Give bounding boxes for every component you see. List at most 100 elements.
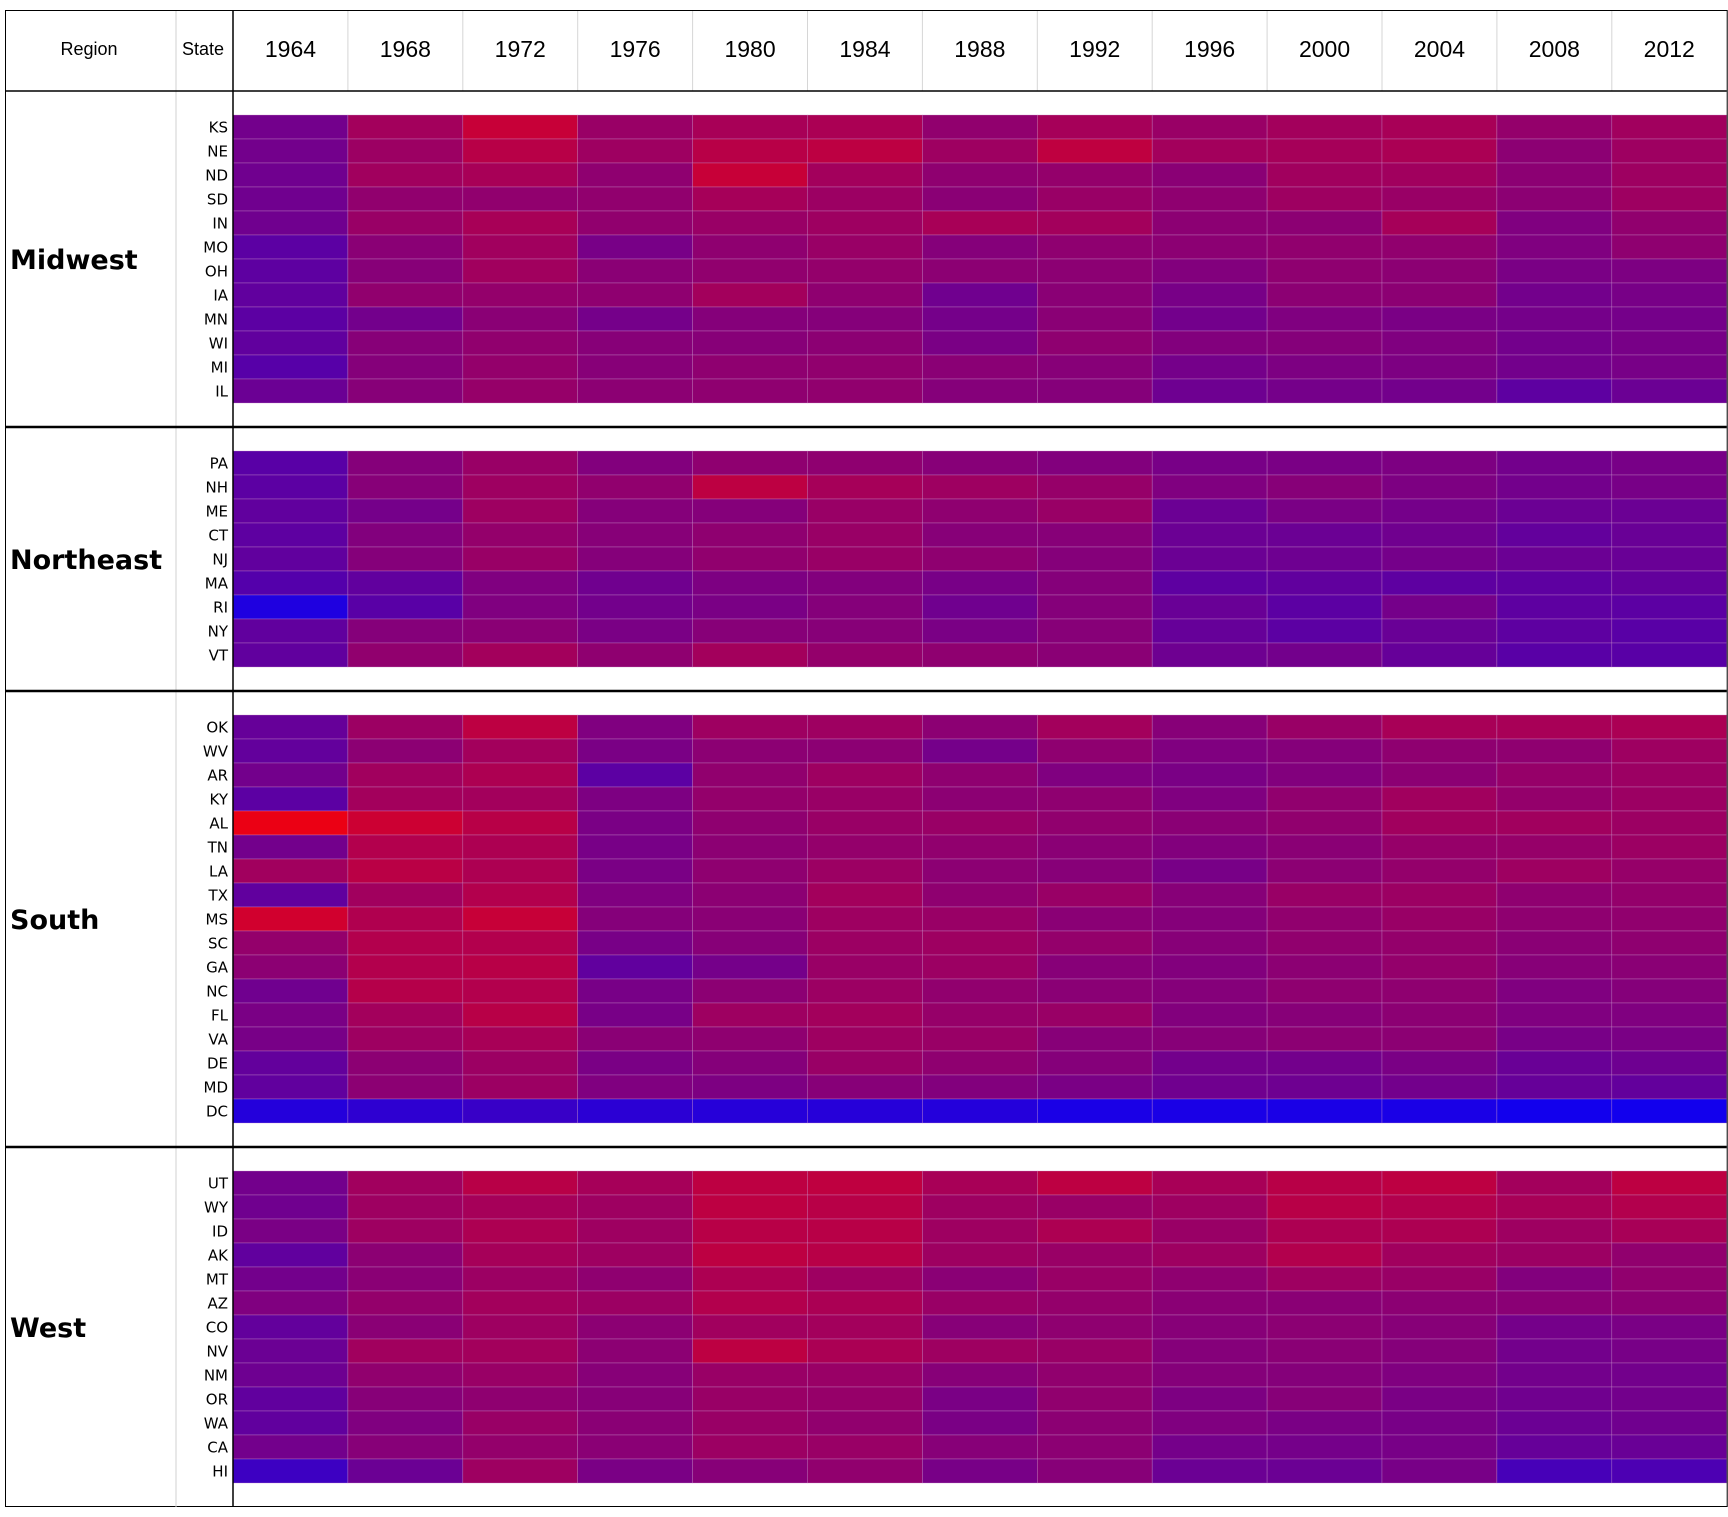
heat-cell-tn-1984	[807, 834, 923, 860]
heat-cell-nd-1996	[1151, 162, 1268, 188]
heat-cell-oh-1972	[462, 258, 578, 284]
heat-cell-nj-1968	[347, 546, 464, 572]
heat-cell-md-1980	[692, 1074, 808, 1100]
heat-cell-me-1984	[807, 498, 923, 524]
heat-cell-sc-2000	[1266, 930, 1383, 956]
heat-cell-ar-1988	[922, 762, 1038, 788]
heat-cell-me-2004	[1381, 498, 1498, 524]
heat-cell-nc-2004	[1381, 978, 1498, 1004]
state-label-il: IL	[215, 383, 228, 401]
heat-cell-or-1992	[1037, 1386, 1153, 1412]
heat-cell-nc-1992	[1037, 978, 1153, 1004]
heat-cell-nm-2008	[1496, 1362, 1613, 1388]
heat-cell-ak-1964	[232, 1242, 349, 1268]
heat-cell-ma-1996	[1151, 570, 1268, 596]
heat-cell-dc-1976	[577, 1098, 693, 1124]
heat-cell-ne-1964	[232, 138, 349, 164]
heat-cell-oh-2012	[1611, 258, 1728, 284]
heat-cell-nd-2000	[1266, 162, 1383, 188]
heat-cell-sc-1972	[462, 930, 578, 956]
heat-cell-de-2008	[1496, 1050, 1613, 1076]
heat-cell-oh-1980	[692, 258, 808, 284]
heat-cell-ga-2012	[1611, 954, 1728, 980]
heat-cell-tn-1996	[1151, 834, 1268, 860]
heat-cell-la-1976	[577, 858, 693, 884]
heat-cell-hi-1984	[807, 1458, 923, 1484]
heat-cell-nm-1976	[577, 1362, 693, 1388]
heat-cell-tn-1976	[577, 834, 693, 860]
heat-cell-va-1976	[577, 1026, 693, 1052]
heat-cell-mo-1968	[347, 234, 464, 260]
heat-cell-nh-1984	[807, 474, 923, 500]
heat-cell-ak-1996	[1151, 1242, 1268, 1268]
heat-cell-de-1984	[807, 1050, 923, 1076]
heat-cell-ne-2004	[1381, 138, 1498, 164]
heat-cell-nm-1984	[807, 1362, 923, 1388]
heat-cell-nj-1996	[1151, 546, 1268, 572]
heat-cell-az-1996	[1151, 1290, 1268, 1316]
state-label-ga: GA	[206, 959, 229, 977]
heat-cell-ga-1980	[692, 954, 808, 980]
heat-cell-mn-1968	[347, 306, 464, 332]
heat-cell-nd-1980	[692, 162, 808, 188]
heat-cell-ok-1976	[577, 714, 693, 740]
heat-cell-wa-2012	[1611, 1410, 1728, 1436]
heat-cell-ar-2000	[1266, 762, 1383, 788]
heat-cell-nc-1964	[232, 978, 349, 1004]
state-label-sc: SC	[208, 935, 228, 953]
state-label-ms: MS	[206, 911, 228, 929]
heat-cell-ct-1992	[1037, 522, 1153, 548]
heat-cell-sd-1980	[692, 186, 808, 212]
year-header-2012: 2012	[1644, 36, 1695, 62]
heat-cell-in-1972	[462, 210, 578, 236]
heat-cell-in-1976	[577, 210, 693, 236]
heat-cell-nj-1988	[922, 546, 1038, 572]
heat-cell-nh-1996	[1151, 474, 1268, 500]
heat-cell-nh-1972	[462, 474, 578, 500]
state-label-nm: NM	[204, 1367, 228, 1385]
heat-cell-nj-1976	[577, 546, 693, 572]
heat-cell-ks-1984	[807, 114, 923, 140]
heat-cell-tn-2012	[1611, 834, 1728, 860]
heat-cell-ma-1964	[232, 570, 349, 596]
heat-cell-ks-2008	[1496, 114, 1613, 140]
heat-cell-nd-1984	[807, 162, 923, 188]
heat-cell-sc-1984	[807, 930, 923, 956]
state-label-dc: DC	[206, 1103, 228, 1121]
heat-cell-ak-2012	[1611, 1242, 1728, 1268]
heat-cell-co-1988	[922, 1314, 1038, 1340]
heat-cell-md-1988	[922, 1074, 1038, 1100]
heat-cell-nv-1968	[347, 1338, 464, 1364]
heat-cell-oh-2004	[1381, 258, 1498, 284]
heat-cell-ny-1980	[692, 618, 808, 644]
heat-cell-or-1988	[922, 1386, 1038, 1412]
heat-cell-ca-2004	[1381, 1434, 1498, 1460]
heat-cell-al-2008	[1496, 810, 1613, 836]
heat-cell-nj-1980	[692, 546, 808, 572]
state-label-in: IN	[212, 215, 228, 233]
heat-cell-wv-1976	[577, 738, 693, 764]
heat-cell-wi-2012	[1611, 330, 1728, 356]
heat-cell-nc-2000	[1266, 978, 1383, 1004]
year-header-1964: 1964	[265, 36, 316, 62]
heat-cell-wy-1980	[692, 1194, 808, 1220]
heat-cell-ut-1968	[347, 1170, 464, 1196]
heat-cell-ny-1996	[1151, 618, 1268, 644]
heat-cell-oh-1968	[347, 258, 464, 284]
heat-cell-mt-2004	[1381, 1266, 1498, 1292]
heat-cell-ga-1976	[577, 954, 693, 980]
heat-cell-oh-1988	[922, 258, 1038, 284]
heat-cell-ak-1968	[347, 1242, 464, 1268]
heat-cell-sd-1988	[922, 186, 1038, 212]
heat-cell-ny-1984	[807, 618, 923, 644]
heat-cell-ar-2004	[1381, 762, 1498, 788]
heat-cell-tn-1992	[1037, 834, 1153, 860]
heat-cell-ks-2000	[1266, 114, 1383, 140]
heat-cell-ms-2004	[1381, 906, 1498, 932]
state-label-az: AZ	[207, 1295, 228, 1313]
heat-cell-ri-2000	[1266, 594, 1383, 620]
heat-cell-ia-1976	[577, 282, 693, 308]
heat-cell-id-2004	[1381, 1218, 1498, 1244]
heat-cell-ga-1988	[922, 954, 1038, 980]
heat-cell-md-1992	[1037, 1074, 1153, 1100]
